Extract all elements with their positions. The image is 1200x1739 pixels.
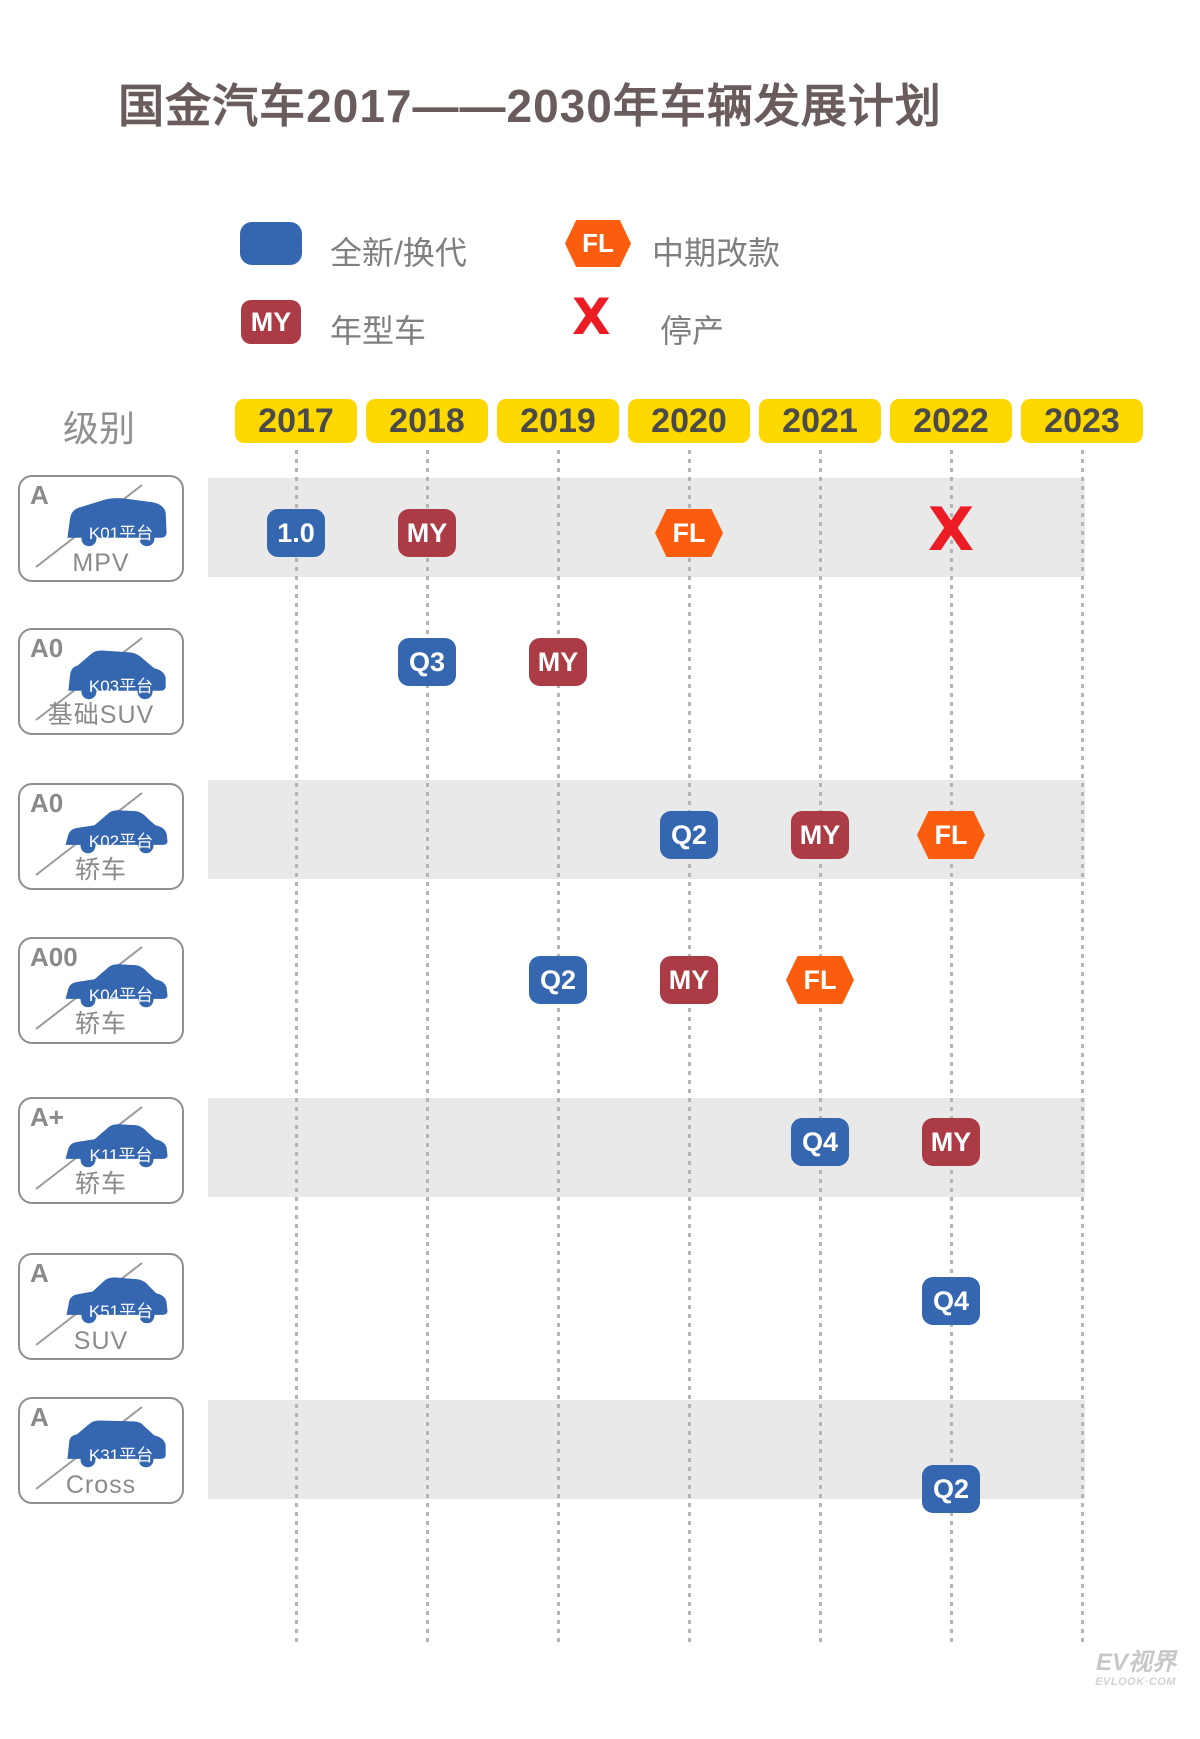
facelift-marker: FL [655,509,723,557]
class-label: A+ [30,1102,64,1132]
category-label: 轿车 [74,1170,127,1198]
year-header-2021: 2021 [759,399,881,443]
legend-label-model-year: 年型车 [330,313,427,349]
year-header-2020: 2020 [628,399,750,443]
platform-card-k03: A0 K03平台 基础SUV [18,628,184,735]
platform-label: K03平台 [88,677,154,696]
year-gridline-2018 [425,450,429,1642]
platform-label: K01平台 [88,524,154,543]
mpv-car-icon [67,498,167,547]
category-label: 轿车 [74,856,127,884]
year-gridline-2021 [818,450,822,1642]
platform-label: K02平台 [88,832,154,851]
year-gridline-2017 [294,450,298,1642]
category-label: 基础SUV [47,701,155,729]
sedan-car-icon [65,964,168,1008]
class-column-header: 级别 [62,408,135,449]
platform-card-k04: A00 K04平台 轿车 [18,937,184,1044]
model_year-marker: MY [529,638,587,686]
legend-label-facelift: 中期改款 [652,235,781,271]
class-label: A0 [30,633,64,663]
class-label: A00 [30,942,78,972]
platform-card-k01: A K01平台 MPV [18,475,184,582]
model_year-marker: MY [791,811,849,859]
class-label: A0 [30,788,64,818]
class-label: A [30,480,49,510]
platform-label: K11平台 [89,1146,153,1165]
facelift-marker: FL [917,811,985,859]
category-label: SUV [73,1327,129,1355]
discontinued-marker: X [927,495,975,566]
class-label: A [30,1402,49,1432]
model-year-badge-icon: MY [241,300,301,344]
platform-card-k11: A+ K11平台 轿车 [18,1097,184,1204]
platform-card-k51: A K51平台 SUV [18,1253,184,1360]
year-header-2023: 2023 [1021,399,1143,443]
year-header-2017: 2017 [235,399,357,443]
year-header-2018: 2018 [366,399,488,443]
platform-card-k02: A0 K02平台 轿车 [18,783,184,890]
new-marker: Q3 [398,638,456,686]
platform-label: K31平台 [88,1446,154,1465]
model_year-marker: MY [398,509,456,557]
platform-card-k31: A K31平台 Cross [18,1397,184,1504]
discontinued-x-icon: X [572,288,611,346]
year-gridline-2020 [687,450,691,1642]
site-watermark: EV视界 EVLOOK·COM [1076,1649,1176,1689]
watermark-logo-text: EV视界 [1095,1649,1176,1676]
platform-label: K04平台 [88,986,154,1005]
facelift-marker: FL [786,956,854,1004]
small-suv-car-icon [68,650,166,700]
model_year-marker: MY [660,956,718,1004]
sedan-car-icon [65,1124,168,1168]
facelift-badge-icon: FL [565,220,631,267]
new-marker: 1.0 [267,509,325,557]
legend-label-new: 全新/换代 [330,235,467,271]
class-label: A [30,1258,49,1288]
watermark-url-text: EVLOOK·COM [1095,1676,1176,1688]
category-label: MPV [72,549,130,577]
new-marker: Q2 [922,1465,980,1513]
cross-car-icon [67,1420,166,1468]
new-marker: Q2 [529,956,587,1004]
year-gridline-2019 [556,450,560,1642]
model_year-marker: MY [922,1118,980,1166]
new-marker: Q2 [660,811,718,859]
sedan-car-icon [65,810,168,854]
year-header-2022: 2022 [890,399,1012,443]
new-model-swatch [240,222,302,265]
new-marker: Q4 [791,1118,849,1166]
year-gridline-2023 [1080,450,1084,1642]
page-title: 国金汽车2017——2030年车辆发展计划 [118,80,942,132]
category-label: Cross [65,1471,137,1499]
row-band [208,478,1085,577]
platform-label: K51平台 [88,1302,154,1321]
year-gridline-2022 [949,450,953,1642]
legend-label-discontinued: 停产 [660,313,725,349]
year-header-2019: 2019 [497,399,619,443]
category-label: 轿车 [74,1010,127,1038]
suv-car-icon [66,1277,168,1324]
new-marker: Q4 [922,1277,980,1325]
